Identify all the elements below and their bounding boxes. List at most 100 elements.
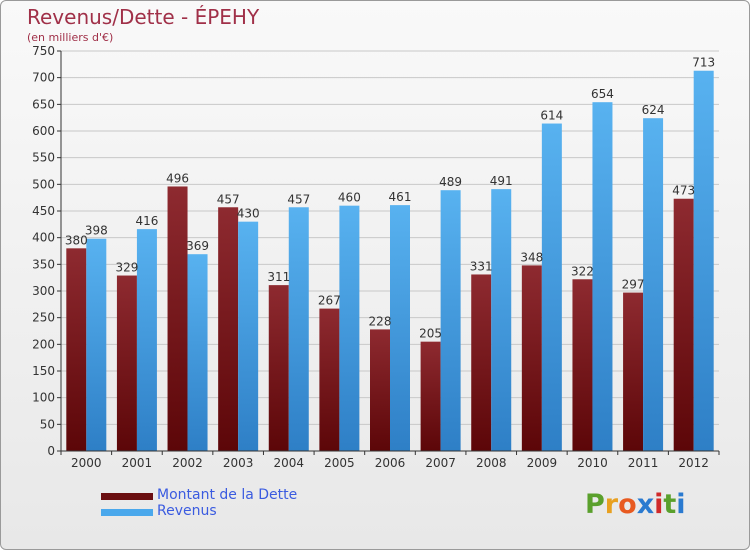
data-labels: 3803983294164963694574303114572674602284…: [65, 56, 715, 341]
logo-letter: P: [585, 489, 605, 520]
bar-debt: [116, 275, 137, 451]
legend-label-debt: Montant de la Dette: [157, 487, 298, 503]
x-tick-label: 2010: [577, 456, 608, 470]
bar-revenus: [339, 205, 360, 451]
x-tick-label: 2005: [324, 456, 355, 470]
logo-letter: r: [604, 489, 619, 520]
x-tick-label: 2008: [476, 456, 507, 470]
data-label-revenus: 713: [692, 56, 715, 70]
bar-revenus: [491, 189, 512, 451]
x-tick-label: 2003: [223, 456, 254, 470]
data-label-debt: 496: [166, 171, 189, 185]
logo-letter: o: [618, 489, 637, 520]
bars: [66, 70, 714, 452]
bar-revenus: [86, 238, 107, 451]
bar-debt: [623, 292, 644, 451]
data-label-debt: 205: [419, 327, 442, 341]
data-label-debt: 331: [470, 259, 493, 273]
bar-revenus: [238, 221, 259, 451]
y-tick-label: 200: [32, 337, 55, 351]
chart-title: Revenus/Dette - ÉPEHY: [27, 5, 260, 29]
data-label-debt: 311: [267, 270, 290, 284]
x-tick-label: 2009: [527, 456, 558, 470]
y-tick-label: 400: [32, 231, 55, 245]
y-tick-label: 150: [32, 364, 55, 378]
bar-revenus: [390, 205, 410, 451]
bar-debt: [268, 285, 289, 451]
y-tick-label: 350: [32, 257, 55, 271]
data-label-revenus: 624: [642, 103, 665, 117]
bar-debt: [471, 274, 492, 451]
y-tick-label: 50: [40, 417, 55, 431]
y-tick-label: 750: [32, 44, 55, 58]
bar-revenus: [136, 229, 157, 451]
bar-revenus: [187, 254, 208, 451]
data-label-revenus: 461: [389, 190, 412, 204]
data-label-debt: 329: [115, 261, 138, 275]
bar-debt: [167, 186, 188, 451]
bar-debt: [673, 198, 694, 451]
bar-debt: [66, 248, 87, 451]
logo-letter: i: [654, 489, 664, 520]
y-tick-label: 100: [32, 391, 55, 405]
y-tick-label: 450: [32, 204, 55, 218]
y-tick-label: 250: [32, 311, 55, 325]
bar-debt: [420, 341, 441, 451]
data-label-debt: 348: [520, 250, 543, 264]
bar-revenus: [288, 207, 309, 451]
x-tick-label: 2002: [172, 456, 203, 470]
data-label-revenus: 457: [287, 192, 310, 206]
data-label-debt: 457: [217, 192, 240, 206]
data-label-revenus: 369: [186, 239, 209, 253]
data-label-revenus: 489: [439, 175, 462, 189]
logo-letter: t: [663, 489, 677, 520]
data-label-debt: 297: [622, 278, 645, 292]
data-label-revenus: 491: [490, 174, 513, 188]
chart-subtitle: (en milliers d'€): [27, 31, 114, 44]
data-label-revenus: 614: [540, 109, 563, 123]
axes: 0 50 100 150 200 250 300 350 400 450 500 550 600 650 7…: [32, 44, 720, 470]
data-label-debt: 322: [571, 264, 594, 278]
data-label-debt: 228: [369, 314, 392, 328]
data-label-revenus: 460: [338, 191, 361, 205]
data-label-revenus: 654: [591, 87, 614, 101]
logo-letter: x: [636, 489, 655, 520]
bar-revenus: [693, 70, 714, 451]
x-tick-label: 2001: [122, 456, 153, 470]
data-label-revenus: 416: [135, 214, 158, 228]
bar-revenus: [440, 190, 461, 451]
bar-debt: [572, 279, 593, 451]
x-tick-label: 2000: [71, 456, 102, 470]
data-label-revenus: 398: [85, 224, 108, 238]
data-label-debt: 267: [318, 294, 341, 308]
y-tick-label: 500: [32, 177, 55, 191]
y-tick-label: 700: [32, 71, 55, 85]
x-tick-label: 2004: [273, 456, 304, 470]
logo-letter: i: [676, 489, 686, 520]
y-tick-label: 300: [32, 284, 55, 298]
legend-label-revenus: Revenus: [157, 503, 217, 519]
proxiti-logo: Proxiti: [585, 489, 686, 520]
legend-swatch-revenus: [101, 509, 153, 516]
bar-revenus: [592, 102, 613, 451]
data-label-revenus: 430: [237, 207, 260, 221]
x-tick-label: 2007: [425, 456, 456, 470]
x-tick-label: 2006: [375, 456, 406, 470]
bar-revenus: [643, 118, 664, 451]
y-tick-label: 650: [32, 97, 55, 111]
x-tick-label: 2012: [678, 456, 709, 470]
bar-debt: [521, 265, 542, 451]
y-tick-label: 550: [32, 151, 55, 165]
bar-debt: [218, 207, 239, 451]
y-tick-label: 0: [47, 444, 55, 458]
legend-swatch-debt: [101, 493, 153, 500]
bar-debt: [370, 329, 390, 451]
data-label-debt: 380: [65, 233, 88, 247]
y-tick-label: 600: [32, 124, 55, 138]
bar-debt: [319, 308, 340, 451]
bar-revenus: [541, 123, 562, 452]
x-tick-label: 2011: [628, 456, 659, 470]
data-label-debt: 473: [672, 184, 695, 198]
